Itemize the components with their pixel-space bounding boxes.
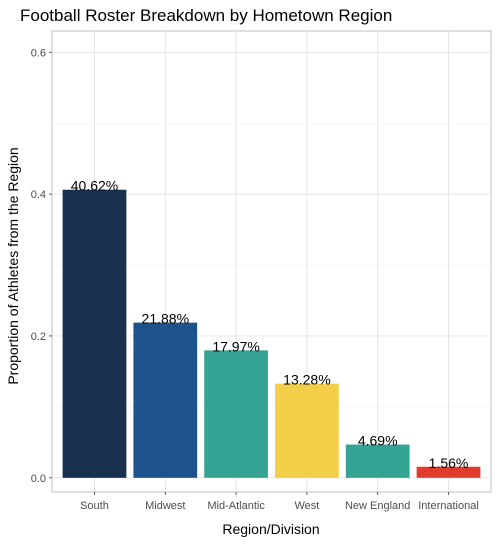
bar	[204, 350, 268, 478]
x-tick-label: Midwest	[145, 500, 185, 512]
bars	[62, 189, 481, 478]
x-tick-label: West	[294, 500, 319, 512]
data-label: 21.88%	[142, 311, 189, 327]
bar	[345, 444, 410, 478]
x-axis-ticks: South Midwest Mid-Atlantic West New England I…	[80, 492, 479, 512]
data-label: 1.56%	[429, 455, 469, 471]
y-tick-label: 0.0	[31, 473, 46, 485]
bar	[275, 383, 339, 478]
data-labels: 40.62% 21.88% 17.97% 13.28% 4.69% 1.56%	[71, 178, 469, 471]
x-tick-label: International	[418, 500, 479, 512]
data-label: 4.69%	[358, 433, 398, 449]
x-tick-label: New England	[345, 500, 410, 512]
bar	[416, 466, 481, 478]
data-label: 40.62%	[71, 178, 118, 194]
bar	[133, 322, 198, 478]
x-axis-title: Region/Division	[222, 521, 319, 537]
y-tick-label: 0.6	[31, 47, 46, 59]
data-label: 13.28%	[283, 372, 330, 388]
y-axis-title: Proportion of Athletes from the Region	[5, 147, 21, 384]
chart-title: Football Roster Breakdown by Hometown Re…	[20, 6, 392, 25]
y-tick-label: 0.4	[31, 189, 46, 201]
x-tick-label: Mid-Atlantic	[207, 500, 265, 512]
x-tick-label: South	[80, 500, 109, 512]
y-tick-label: 0.2	[31, 331, 46, 343]
y-axis-ticks: 0.0 0.2 0.4 0.6	[31, 47, 52, 485]
data-label: 17.97%	[212, 338, 259, 354]
bar	[62, 189, 127, 478]
